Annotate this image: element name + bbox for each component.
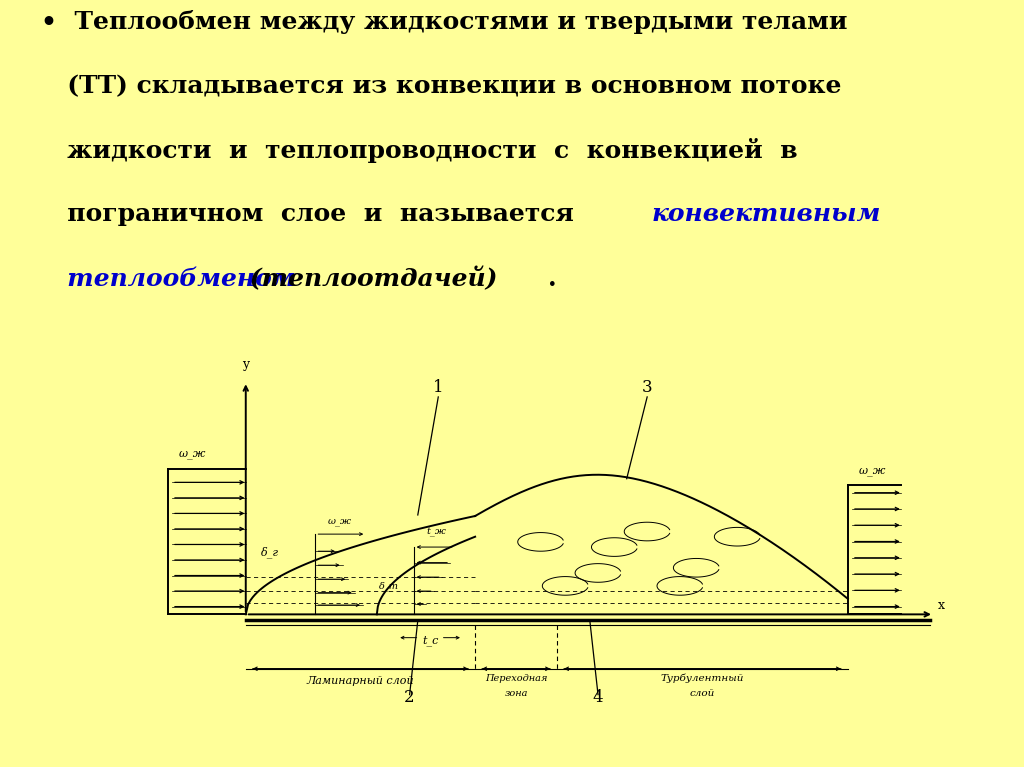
Text: 3: 3 [642,379,652,396]
Text: пограничном  слое  и  называется: пограничном слое и называется [41,202,583,226]
Text: t_с: t_с [422,635,438,646]
Text: .: . [548,267,556,291]
Text: слой: слой [690,690,715,698]
Text: жидкости  и  теплопроводности  с  конвекцией  в: жидкости и теплопроводности с конвекцией… [41,138,798,163]
Text: t_ж: t_ж [427,528,446,537]
Text: 2: 2 [404,690,415,706]
Text: 1: 1 [433,379,443,396]
Text: x: x [938,599,945,612]
Text: зона: зона [505,690,527,698]
Text: ω_ж: ω_ж [179,449,206,459]
Text: Ламинарный слой: Ламинарный слой [306,676,415,686]
Text: •  Теплообмен между жидкостями и твердыми телами: • Теплообмен между жидкостями и твердыми… [41,10,848,34]
Text: δ_г: δ_г [260,546,279,558]
Text: Турбулентный: Турбулентный [660,673,744,683]
Text: 4: 4 [593,690,603,706]
Text: δ_т: δ_т [379,581,399,591]
Text: конвективным: конвективным [651,202,881,226]
Text: Переходная: Переходная [484,673,548,683]
Text: ω_ж: ω_ж [328,518,352,526]
Text: теплообменом: теплообменом [41,267,296,291]
Text: (ТТ) складывается из конвекции в основном потоке: (ТТ) складывается из конвекции в основно… [41,74,842,98]
Text: y: y [243,358,249,371]
Text: ω_ж: ω_ж [859,466,886,476]
Text: (теплоотдачей): (теплоотдачей) [241,267,497,291]
